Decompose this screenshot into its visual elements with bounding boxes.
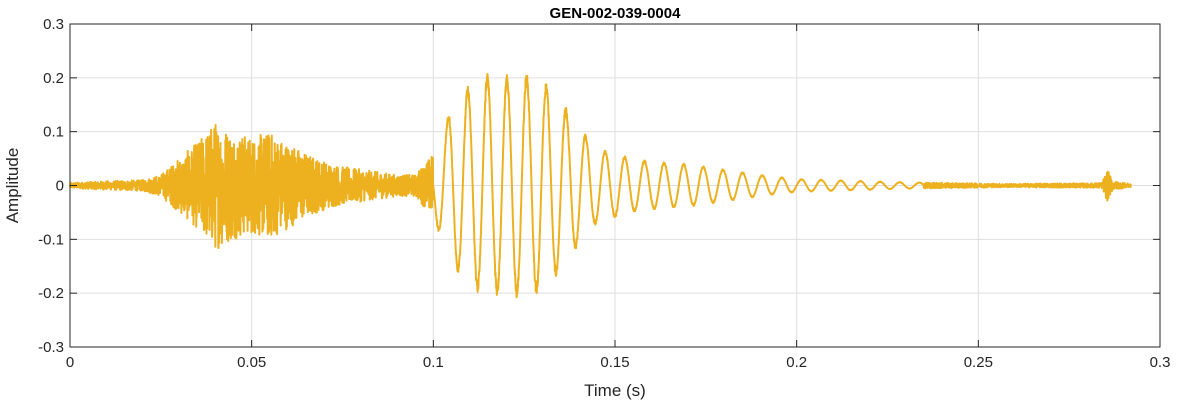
y-axis-label: Amplitude bbox=[3, 148, 22, 224]
waveform-line bbox=[69, 73, 1132, 299]
x-axis-label: Time (s) bbox=[584, 381, 646, 400]
y-tick-label: 0 bbox=[56, 178, 64, 195]
x-tick-label: 0.15 bbox=[600, 354, 629, 371]
y-tick-label: 0.1 bbox=[43, 124, 64, 141]
waveform-series bbox=[69, 73, 1132, 299]
x-tick-label: 0.3 bbox=[1150, 354, 1171, 371]
y-tick-label: 0.2 bbox=[43, 70, 64, 87]
y-tick-label: -0.3 bbox=[38, 339, 64, 356]
x-tick-label: 0.2 bbox=[786, 354, 807, 371]
x-tick-label: 0.25 bbox=[964, 354, 993, 371]
chart-title: GEN-002-039-0004 bbox=[550, 5, 682, 22]
y-tick-label: 0.3 bbox=[43, 16, 64, 33]
x-tick-label: 0 bbox=[66, 354, 74, 371]
x-tick-label: 0.05 bbox=[237, 354, 266, 371]
axis-ticks: 0 0.05 0.1 0.15 0.2 0.25 0.3 -0.3 -0.2 -0.1 0 0.1 0.… bbox=[38, 16, 1170, 371]
x-tick-label: 0.1 bbox=[423, 354, 444, 371]
y-tick-label: -0.1 bbox=[38, 231, 64, 248]
y-tick-label: -0.2 bbox=[38, 285, 64, 302]
